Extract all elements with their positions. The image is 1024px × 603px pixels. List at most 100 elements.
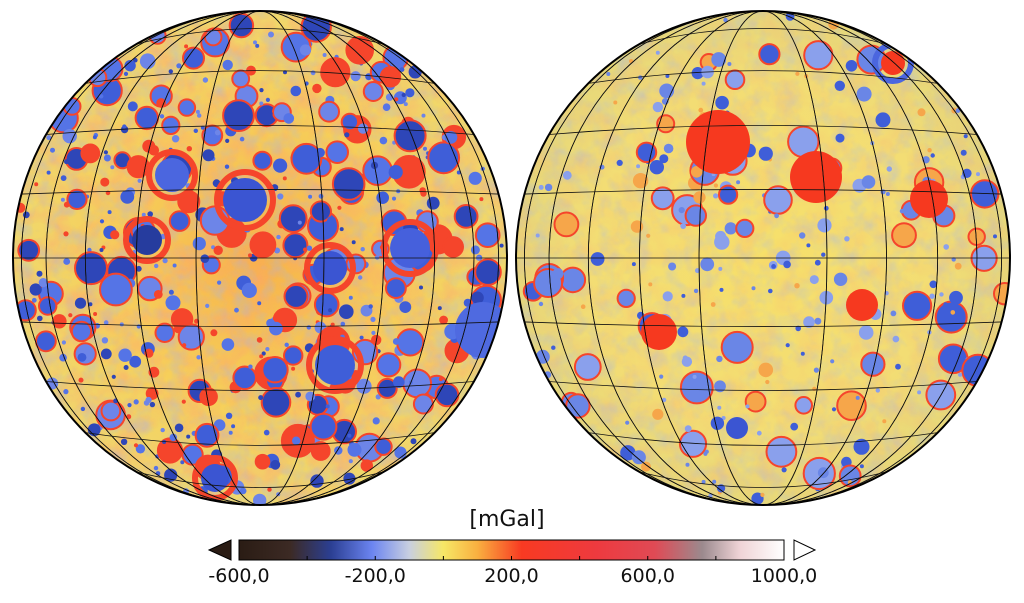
crater-mark bbox=[917, 390, 922, 395]
crater-mark bbox=[70, 320, 93, 343]
crater-mark bbox=[794, 283, 800, 289]
crater-mark bbox=[499, 243, 504, 248]
crater-mark bbox=[344, 132, 350, 138]
graticule-parallel bbox=[549, 381, 977, 391]
graticule-parallel bbox=[524, 189, 1002, 195]
graticule-meridian bbox=[587, 11, 939, 505]
crater-mark bbox=[328, 308, 333, 313]
crater-mark bbox=[265, 347, 270, 352]
crater-mark bbox=[421, 113, 426, 118]
crater-mark bbox=[537, 275, 545, 283]
basin-ring bbox=[146, 149, 198, 201]
crater-mark bbox=[544, 183, 553, 192]
crater-mark bbox=[22, 211, 30, 219]
crater-mark bbox=[635, 141, 658, 164]
crater-mark bbox=[917, 108, 926, 117]
crater-mark bbox=[231, 69, 251, 89]
crater-mark bbox=[263, 429, 270, 436]
crater-mark bbox=[127, 403, 132, 408]
crater-mark bbox=[813, 367, 820, 373]
crater-mark bbox=[306, 325, 311, 330]
crater-mark bbox=[399, 301, 412, 313]
crater-mark bbox=[88, 302, 93, 307]
crater-mark bbox=[253, 493, 267, 505]
crater-mark bbox=[616, 159, 623, 166]
crater-mark bbox=[165, 295, 181, 311]
basin bbox=[910, 180, 948, 218]
crater-mark bbox=[803, 40, 834, 71]
crater-mark bbox=[103, 150, 108, 155]
crater-mark bbox=[205, 303, 210, 308]
crater-mark bbox=[943, 302, 948, 307]
crater-mark bbox=[291, 366, 296, 371]
crater-mark bbox=[331, 167, 366, 201]
crater-mark bbox=[169, 433, 177, 442]
crater-mark bbox=[783, 260, 791, 269]
crater-mark bbox=[306, 245, 313, 251]
basin bbox=[132, 225, 162, 255]
crater-mark bbox=[795, 325, 801, 332]
crater-mark bbox=[182, 343, 187, 348]
crater-mark bbox=[717, 405, 722, 410]
crater-mark bbox=[690, 166, 703, 178]
crater-mark bbox=[376, 191, 390, 204]
crater-mark bbox=[875, 388, 880, 393]
crater-mark bbox=[419, 187, 427, 194]
crater-mark bbox=[559, 266, 587, 294]
crater-mark bbox=[479, 197, 484, 202]
crater-mark bbox=[631, 450, 646, 465]
crater-mark bbox=[681, 293, 686, 298]
crater-mark bbox=[856, 86, 872, 102]
crater-mark bbox=[143, 400, 150, 406]
crater-mark bbox=[222, 99, 255, 132]
crater-mark bbox=[259, 88, 264, 93]
crater-mark bbox=[73, 342, 97, 366]
crater-mark bbox=[551, 345, 556, 350]
crater-mark bbox=[835, 133, 845, 143]
graticule-meridian bbox=[45, 11, 475, 505]
crater-mark bbox=[139, 53, 156, 69]
crater-mark bbox=[222, 59, 233, 71]
graticule-parallel bbox=[639, 471, 887, 488]
crater-mark bbox=[394, 97, 399, 102]
crater-mark bbox=[379, 136, 388, 145]
crater-mark bbox=[712, 479, 717, 484]
crater-mark bbox=[700, 257, 715, 272]
crater-mark bbox=[66, 188, 88, 210]
crater-mark bbox=[474, 258, 502, 286]
graticule-parallel bbox=[549, 125, 977, 135]
crater-mark bbox=[427, 141, 461, 175]
crater-mark bbox=[892, 335, 900, 343]
graticule-parallel bbox=[21, 189, 499, 195]
graticule-parallel bbox=[639, 28, 887, 45]
crater-mark bbox=[859, 464, 864, 469]
basin bbox=[313, 251, 347, 285]
crater-mark bbox=[80, 406, 86, 412]
crater-mark bbox=[259, 101, 264, 106]
crater-mark bbox=[736, 180, 741, 185]
crater-mark bbox=[68, 313, 73, 318]
crater-mark bbox=[632, 173, 649, 189]
crater-mark bbox=[339, 304, 354, 320]
crater-mark bbox=[359, 335, 364, 340]
crater-mark bbox=[186, 434, 191, 439]
crater-mark bbox=[322, 53, 327, 57]
crater-mark bbox=[200, 254, 210, 263]
crater-mark bbox=[724, 69, 746, 90]
crater-mark bbox=[929, 293, 935, 299]
crater-mark bbox=[803, 316, 815, 328]
crater-mark bbox=[456, 170, 461, 175]
crater-mark bbox=[38, 296, 58, 316]
crater-mark bbox=[99, 219, 105, 224]
crater-mark bbox=[890, 310, 897, 317]
crater-mark bbox=[93, 312, 98, 316]
crater-mark bbox=[162, 258, 168, 264]
crater-mark bbox=[133, 443, 139, 448]
crater-mark bbox=[74, 251, 108, 286]
crater-mark bbox=[402, 368, 433, 399]
crater-mark bbox=[35, 330, 57, 353]
crater-mark bbox=[724, 222, 737, 235]
crater-mark bbox=[630, 220, 644, 233]
crater-mark bbox=[814, 259, 821, 266]
crater-mark bbox=[239, 136, 245, 142]
